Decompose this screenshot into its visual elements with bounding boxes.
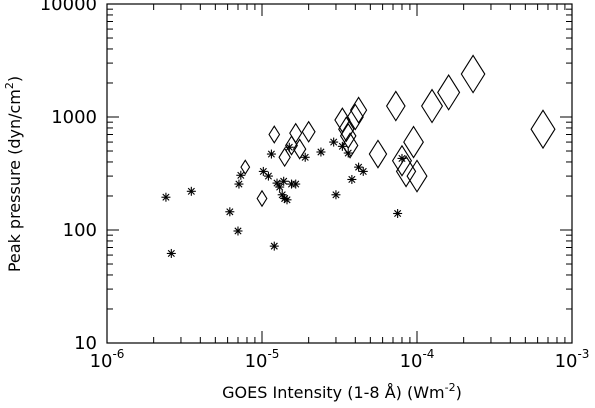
tick-labels: 10-6 10-5 10-4 10-3 10 100 1000 10000	[40, 0, 590, 372]
diamond-point	[339, 122, 357, 150]
diamond-point	[391, 144, 413, 177]
diamond-point	[421, 88, 444, 124]
diamond-point	[334, 107, 351, 133]
diamond-point	[278, 147, 291, 168]
x-tick-label: 10-6	[90, 347, 125, 372]
asterisk-point	[358, 166, 368, 176]
asterisk-point	[393, 208, 403, 218]
asterisk-point	[275, 182, 285, 192]
axis-ticks	[106, 4, 572, 344]
diamond-point	[349, 96, 368, 124]
asterisk-point	[331, 190, 341, 200]
asterisk-point	[263, 171, 273, 181]
x-tick-label: 10-5	[245, 347, 280, 372]
diamond-point	[292, 138, 307, 160]
asterisk-point	[225, 207, 235, 217]
diamond-point	[256, 189, 268, 208]
diamond-point	[301, 120, 316, 143]
asterisk-point	[291, 179, 301, 189]
asterisk-point	[347, 174, 357, 184]
asterisk-point	[186, 186, 196, 196]
asterisk-point	[397, 153, 407, 163]
x-tick-label: 10-4	[400, 347, 435, 372]
diamond-point	[368, 139, 388, 169]
diamond-point	[437, 74, 461, 111]
asterisk-point	[233, 226, 243, 236]
y-tick-label: 10	[74, 333, 97, 354]
asterisk-point	[316, 147, 326, 157]
asterisk-point	[166, 248, 176, 258]
asterisk-point	[161, 192, 171, 202]
diamond-point	[341, 132, 359, 159]
diamond-point	[395, 155, 417, 188]
diamond-point	[289, 122, 303, 144]
diamond-point	[338, 116, 355, 143]
y-tick-label: 1000	[51, 107, 97, 128]
diamond-point	[385, 90, 406, 122]
diamond-point	[460, 54, 486, 94]
diamond-point	[403, 125, 424, 159]
asterisk-point	[234, 179, 244, 189]
x-axis-label: GOES Intensity (1-8 Å) (Wm-2)	[222, 381, 462, 402]
asterisk-point	[269, 241, 279, 251]
asterisk-point	[279, 176, 289, 186]
asterisk-point	[300, 152, 310, 162]
x-tick-label: 10-3	[555, 347, 590, 372]
asterisk-point	[282, 195, 292, 205]
diamond-point	[240, 159, 251, 175]
data-points	[161, 54, 556, 258]
asterisk-point	[329, 137, 339, 147]
diamond-point	[268, 125, 281, 144]
y-axis-label: Peak pressure (dyn/cm2)	[3, 76, 24, 272]
asterisk-point	[266, 149, 276, 159]
y-tick-label: 100	[63, 220, 97, 241]
diamond-point	[346, 103, 364, 131]
diamond-point	[530, 109, 556, 150]
diamond-point	[406, 159, 428, 193]
plot-frame	[106, 3, 573, 344]
asterisk-point	[236, 170, 246, 180]
plot-border	[106, 3, 573, 344]
y-tick-label: 10000	[40, 0, 97, 15]
